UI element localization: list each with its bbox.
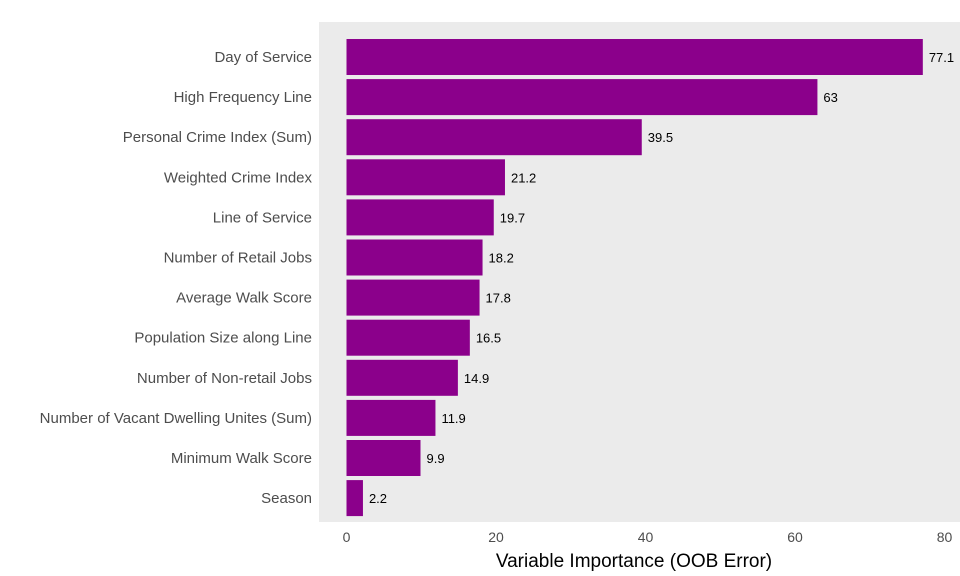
- x-tick-label: 60: [787, 529, 803, 545]
- value-labels-group: 77.1 63 39.5 21.2 19.7 18.2 17.8 16.5 14.9 11.9 9.…: [369, 50, 954, 506]
- category-label: Season: [261, 490, 312, 507]
- x-tick-label: 0: [343, 529, 351, 545]
- category-label: Line of Service: [213, 209, 312, 226]
- bar: [346, 359, 458, 396]
- bar-value-label: 2.2: [369, 491, 387, 506]
- bar: [346, 319, 470, 356]
- category-label: Minimum Walk Score: [171, 450, 312, 467]
- bar-value-label: 17.8: [486, 291, 511, 306]
- category-label: Day of Service: [214, 49, 312, 66]
- bar-value-label: 9.9: [427, 451, 445, 466]
- bar: [346, 440, 421, 476]
- bar: [346, 480, 363, 517]
- bar: [346, 239, 483, 276]
- bar-value-label: 14.9: [464, 371, 489, 386]
- category-label: Weighted Crime Index: [164, 169, 313, 186]
- category-label: Number of Retail Jobs: [164, 250, 312, 267]
- category-label: Population Size along Line: [134, 330, 312, 347]
- x-axis-title: Variable Importance (OOB Error): [496, 551, 772, 572]
- bar: [346, 159, 505, 196]
- x-tick-labels-group: 0 20 40 60 80: [343, 529, 953, 545]
- bar-value-label: 11.9: [441, 411, 465, 426]
- bars-group: [346, 39, 923, 517]
- bar-value-label: 18.2: [489, 251, 514, 266]
- x-tick-label: 20: [488, 529, 504, 545]
- bar-value-label: 77.1: [929, 50, 954, 65]
- category-labels-group: Day of Service High Frequency Line Persona…: [40, 49, 313, 507]
- bar-value-label: 16.5: [476, 331, 501, 346]
- x-tick-label: 40: [638, 529, 654, 545]
- category-label: Number of Vacant Dwelling Unites (Sum): [40, 410, 312, 427]
- bar: [346, 79, 818, 116]
- category-label: Personal Crime Index (Sum): [123, 129, 312, 146]
- bar-value-label: 63: [823, 90, 837, 105]
- bar: [346, 199, 494, 236]
- x-tick-label: 80: [937, 529, 953, 545]
- bar: [346, 279, 480, 316]
- bar-value-label: 21.2: [511, 170, 536, 185]
- bar-value-label: 19.7: [500, 210, 525, 225]
- category-label: Average Walk Score: [176, 290, 312, 307]
- category-label: Number of Non-retail Jobs: [137, 370, 312, 387]
- bar-value-label: 39.5: [648, 130, 673, 145]
- bar: [346, 39, 923, 75]
- category-label: High Frequency Line: [174, 89, 312, 106]
- bar: [346, 119, 642, 156]
- bar: [346, 399, 436, 436]
